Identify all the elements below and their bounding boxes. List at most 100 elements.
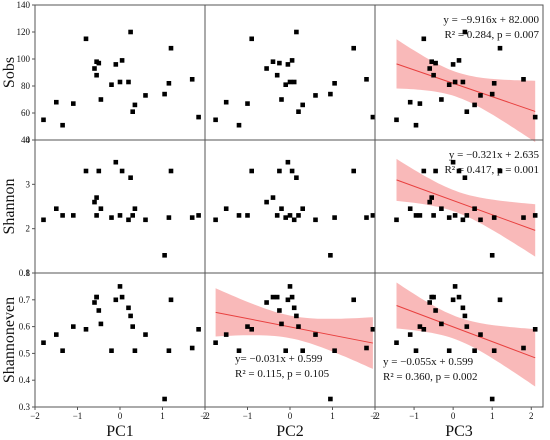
point-r1c2-1 [407,206,413,211]
point-r0c2-11 [450,62,456,67]
point-r1c1-15 [294,175,299,180]
point-r1c1-19 [328,253,333,258]
point-r1c0-2 [60,213,65,218]
point-r1c0-22 [189,215,195,220]
point-r2c0-17 [132,348,138,353]
point-r2c0-0 [41,340,46,345]
point-r2c0-7 [94,294,99,300]
point-r2c0-21 [168,297,174,303]
point-r2c2-10 [446,348,452,353]
xtick-label-c2-2: 0 [451,411,456,421]
point-r0c2-20 [491,81,497,86]
point-r0c0-17 [132,102,138,108]
point-r1c2-21 [497,168,503,174]
point-r0c1-3 [245,101,250,106]
point-r0c2-10 [446,82,452,87]
point-r2c2-12 [452,284,458,289]
ytick-label-r1-1: 2 [26,224,31,234]
panel-frame-r1c0 [34,139,206,274]
point-r0c0-22 [189,77,195,82]
point-r1c2-13 [456,168,462,174]
point-r0c0-3 [71,101,76,106]
point-r0c0-10 [109,82,114,87]
point-r2c2-7 [431,294,436,300]
x-axis-label-pc1: PC1 [106,423,134,440]
point-r1c0-4 [83,168,89,174]
point-r2c1-10 [283,348,288,353]
point-r2c1-22 [364,345,369,351]
point-r1c1-16 [296,213,301,218]
point-r2c2-11 [450,297,456,303]
point-r2c2-16 [464,324,470,329]
point-r0c2-9 [439,97,444,102]
point-r0c2-18 [478,93,483,98]
point-r2c2-17 [472,348,477,353]
ytick-label-r0-2: 80 [21,81,31,91]
ytick-label-r1-0: 1 [26,268,31,278]
xtick-label-c0-2: 0 [118,411,123,421]
point-r0c2-1 [407,99,413,105]
point-r2c2-22 [521,345,526,351]
point-r1c0-20 [166,215,172,220]
point-r1c0-13 [119,168,125,174]
point-r0c1-6 [270,59,276,64]
point-r1c2-2 [413,213,419,218]
point-r2c0-5 [92,300,97,305]
ytick-label-r2-3: 0.6 [19,322,31,332]
point-r0c1-22 [364,77,369,82]
y-axis-label-shannoneven: Shannoneven [1,297,18,383]
point-r2c2-20 [491,348,497,353]
point-r1c1-7 [274,213,280,218]
xtick-label-c1-4: 2 [373,411,378,421]
point-r1c0-23 [196,213,201,218]
point-r2c0-13 [119,294,125,300]
point-r0c2-4 [421,36,427,42]
point-r1c1-5 [264,199,269,205]
point-r1c2-12 [452,213,458,218]
xtick-label-c1-2: 0 [288,411,293,421]
point-r2c2-19 [489,396,495,402]
point-r2c0-14 [126,305,131,311]
point-r0c1-17 [300,102,305,108]
point-r0c1-1 [223,99,229,105]
point-r0c1-13 [289,58,295,63]
point-r2c0-9 [98,321,104,327]
point-r0c0-21 [168,45,174,51]
point-r0c1-12 [287,79,293,85]
ytick-label-r0-3: 100 [17,54,31,64]
point-r2c0-23 [196,327,201,332]
point-r1c1-3 [245,213,250,218]
point-r2c1-23 [370,327,376,332]
point-r2c2-13 [456,294,462,300]
point-r2c0-20 [166,348,172,353]
point-r1c0-1 [54,206,59,211]
point-r1c1-2 [236,213,242,218]
point-r1c1-23 [370,213,376,218]
point-r1c0-11 [113,159,119,165]
point-r2c1-5 [264,300,269,305]
point-r0c0-20 [166,81,172,86]
point-r2c2-8 [433,308,438,313]
xtick-label-c1-0: −2 [200,411,210,421]
point-r1c1-11 [285,159,291,165]
point-r0c2-3 [417,101,423,106]
point-r0c2-23 [532,114,538,120]
point-r2c1-4 [249,327,254,332]
point-r2c2-18 [478,332,483,337]
ytick-label-r1-3: 4 [26,135,31,145]
point-r0c2-5 [427,66,432,71]
point-r1c2-4 [421,168,427,174]
ytick-label-r2-0: 0.3 [19,402,31,412]
regression-stats-r1c2: R² = 0.417, p = 0.001 [444,164,539,176]
point-r2c2-21 [497,297,503,303]
regression-stats-r0c2: R² = 0.284, p = 0.007 [444,29,539,41]
point-r1c2-23 [532,213,538,218]
point-r1c0-14 [126,217,131,223]
point-r0c1-15 [294,29,299,35]
point-r0c1-21 [351,45,356,51]
point-r1c1-14 [291,217,297,223]
point-r2c2-14 [460,305,466,311]
point-r0c0-1 [54,99,59,105]
point-r0c1-20 [332,81,337,86]
